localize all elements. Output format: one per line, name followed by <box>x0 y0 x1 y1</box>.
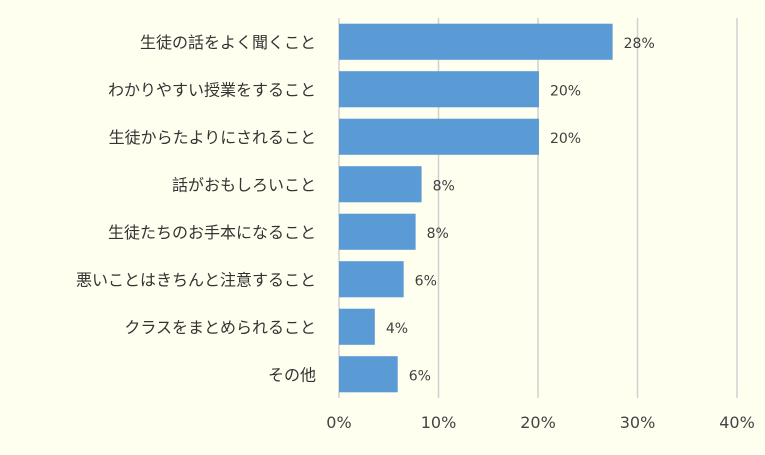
bar <box>339 308 375 345</box>
category-label: クラスをまとめられること <box>124 318 316 337</box>
data-label: 28% <box>624 36 655 52</box>
data-label: 4% <box>386 321 408 337</box>
bar <box>339 213 416 250</box>
x-tick-label: 40% <box>719 413 755 432</box>
data-label: 20% <box>550 131 581 147</box>
data-label: 8% <box>427 226 449 242</box>
x-tick-label: 30% <box>620 413 656 432</box>
category-label: 話がおもしろいこと <box>172 175 316 194</box>
bar <box>339 23 613 60</box>
bar <box>339 118 539 155</box>
x-tick-label: 0% <box>326 413 351 432</box>
bar <box>339 261 404 298</box>
data-labels: 28% 20% 20% 8% 8% 6% 4% 6% <box>386 36 655 385</box>
category-label: 悪いことはきちんと注意すること <box>76 270 316 289</box>
category-label: 生徒からたよりにされること <box>109 128 316 147</box>
data-label: 6% <box>409 368 431 384</box>
category-label: わかりやすい授業をすること <box>108 80 316 99</box>
bar <box>339 71 539 108</box>
x-tick-label: 10% <box>421 413 457 432</box>
category-labels: 生徒の話をよく聞くことわかりやすい授業をすること生徒からたよりにされること話がお… <box>76 33 316 385</box>
bar <box>339 166 422 203</box>
category-label: 生徒の話をよく聞くこと <box>140 33 316 52</box>
bars <box>339 23 613 393</box>
x-axis-tick-labels: 0% 10% 20% 30% 40% <box>326 413 754 432</box>
data-label: 8% <box>433 178 455 194</box>
bar <box>339 356 398 393</box>
category-label: 生徒たちのお手本になること <box>108 223 316 242</box>
data-label: 20% <box>550 83 581 99</box>
category-label: その他 <box>268 365 316 384</box>
data-label: 6% <box>415 273 437 289</box>
x-tick-label: 20% <box>520 413 556 432</box>
